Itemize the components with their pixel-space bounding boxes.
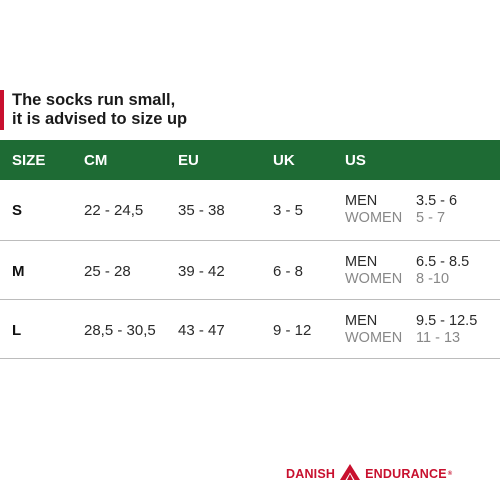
cm-cell: 22 - 24,5 (84, 202, 144, 219)
table-row: M 25 - 28 39 - 42 6 - 8 MEN WOMEN 6.5 - … (0, 241, 500, 300)
men-label: MEN (345, 254, 378, 270)
uk-cell: 6 - 8 (273, 263, 304, 280)
men-size: 9.5 - 12.5 (416, 313, 478, 329)
cm-cell: 25 - 28 (84, 263, 131, 280)
header-size: SIZE (12, 152, 46, 169)
women-size: 8 -10 (416, 271, 450, 287)
size-notice: The socks run small, it is advised to si… (0, 90, 187, 130)
size-cell: S (12, 202, 23, 219)
trademark-symbol: ® (447, 470, 453, 477)
header-cm: CM (84, 152, 108, 169)
size-cell: L (12, 322, 22, 339)
uk-cell: 9 - 12 (273, 322, 312, 339)
table-header: SIZE CM EU UK US (0, 140, 500, 180)
men-size: 3.5 - 6 (416, 193, 458, 209)
size-cell: M (12, 263, 25, 280)
women-size: 5 - 7 (416, 210, 446, 226)
table-row: S 22 - 24,5 35 - 38 3 - 5 MEN WOMEN 3.5 … (0, 180, 500, 241)
mountain-logo-icon (340, 464, 361, 483)
eu-cell: 43 - 47 (178, 322, 225, 339)
us-values: 9.5 - 12.5 11 - 13 (416, 313, 477, 347)
uk-cell: 3 - 5 (273, 202, 304, 219)
header-eu: EU (178, 152, 199, 169)
notice-text: The socks run small, it is advised to si… (12, 90, 187, 130)
cm-cell: 28,5 - 30,5 (84, 322, 156, 339)
men-label: MEN (345, 313, 378, 329)
eu-cell: 35 - 38 (178, 202, 225, 219)
us-labels: MEN WOMEN (345, 254, 402, 288)
notice-line-1: The socks run small, (12, 91, 176, 109)
women-size: 11 - 13 (416, 330, 461, 346)
brand-left-text: DANISH (286, 466, 336, 481)
notice-line-2: it is advised to size up (12, 110, 188, 128)
eu-cell: 39 - 42 (178, 263, 225, 280)
header-uk: UK (273, 152, 295, 169)
men-size: 6.5 - 8.5 (416, 254, 470, 270)
men-label: MEN (345, 193, 378, 209)
header-us: US (345, 152, 366, 169)
us-values: 6.5 - 8.5 8 -10 (416, 254, 469, 288)
size-chart-table: SIZE CM EU UK US S 22 - 24,5 35 - 38 3 -… (0, 140, 500, 359)
brand-right-text: ENDURANCE (365, 466, 447, 481)
us-labels: MEN WOMEN (345, 313, 402, 347)
us-labels: MEN WOMEN (345, 193, 402, 227)
notice-accent-bar (0, 90, 4, 130)
table-row: L 28,5 - 30,5 43 - 47 9 - 12 MEN WOMEN 9… (0, 300, 500, 359)
women-label: WOMEN (345, 330, 403, 346)
women-label: WOMEN (345, 271, 403, 287)
us-values: 3.5 - 6 5 - 7 (416, 193, 457, 227)
women-label: WOMEN (345, 210, 403, 226)
brand-logo: DANISH ENDURANCE ® (286, 464, 452, 483)
